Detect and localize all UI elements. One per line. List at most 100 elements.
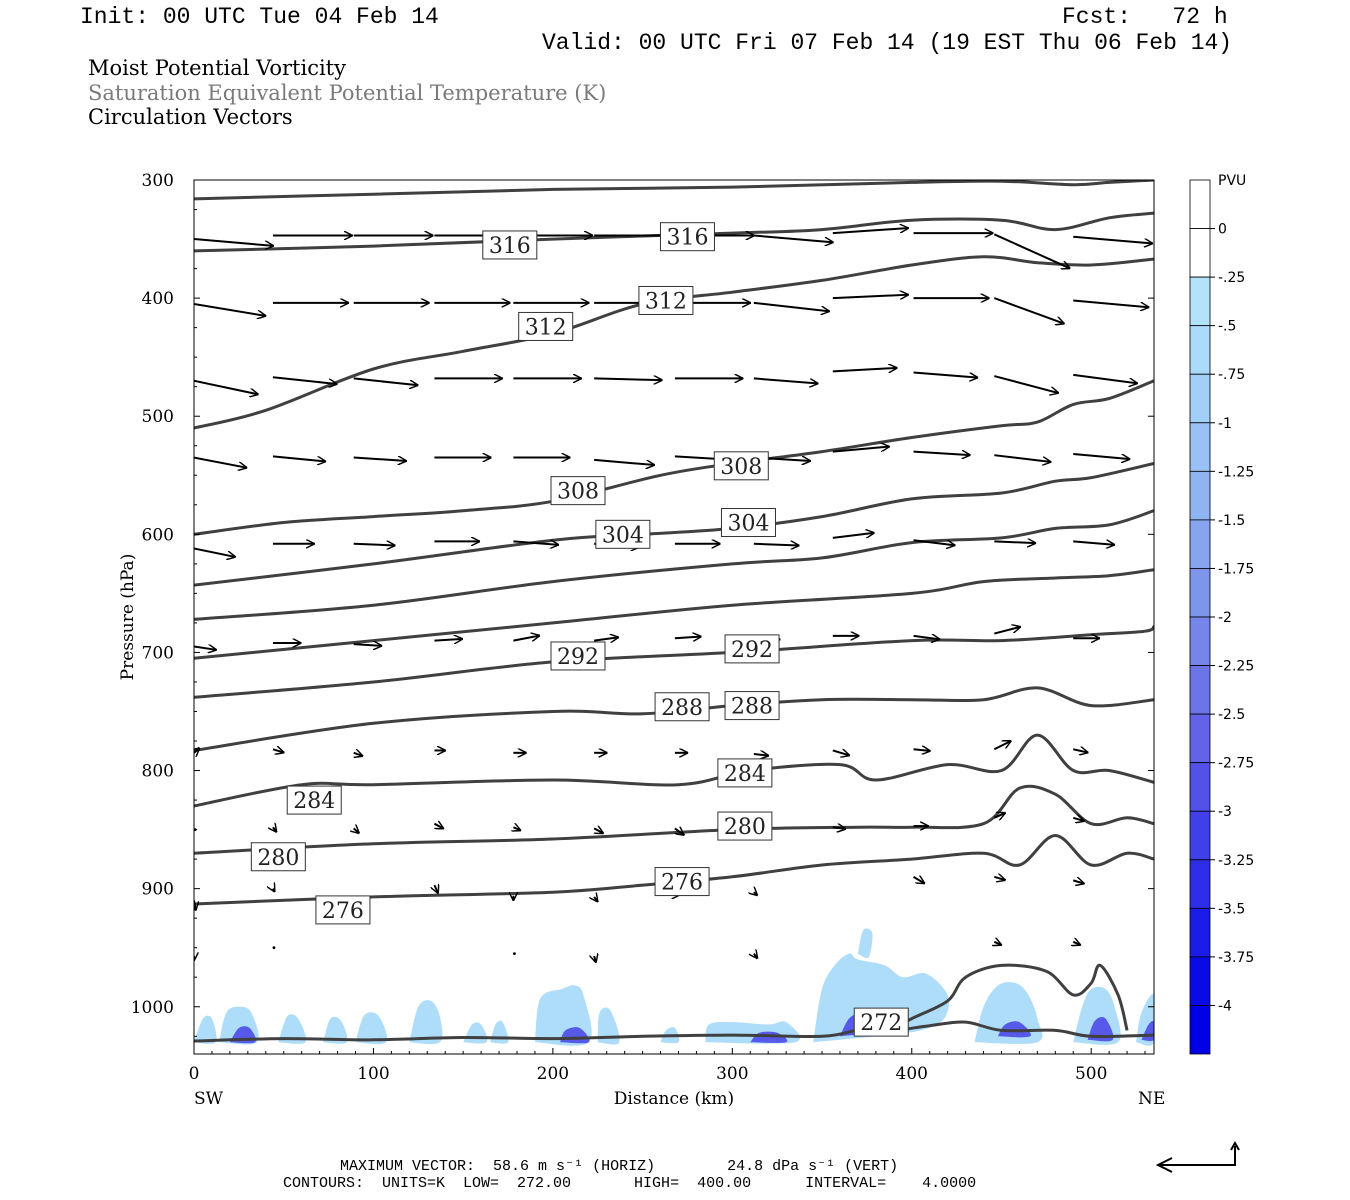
colorbar-label-10: -2.5	[1218, 707, 1245, 723]
vector-0	[194, 238, 274, 246]
colorbar-label-4: -1	[1218, 416, 1232, 432]
title-mpv: Moist Potential Vorticity	[88, 56, 346, 80]
vector-64	[513, 635, 540, 640]
pv-patch-0	[194, 1015, 217, 1044]
contour-272-12	[884, 963, 1129, 1035]
vector-45	[913, 452, 971, 455]
vector-103	[913, 877, 925, 885]
valid-time: Valid: 00 UTC Fri 07 Feb 14 (19 EST Thu …	[542, 30, 1233, 56]
pv-patch-7	[490, 1020, 509, 1044]
y-tick-label-400: 400	[142, 289, 174, 309]
vector-81	[913, 749, 931, 751]
vector-20	[832, 295, 909, 298]
colorbar-label-11: -2.75	[1218, 756, 1254, 772]
init-time: Init: 00 UTC Tue 04 Feb 14	[80, 4, 439, 30]
contour-304-4	[194, 462, 1154, 587]
contour-284-9	[194, 733, 1154, 808]
colorbar-swatch-7	[1189, 519, 1211, 569]
colorbar-swatch-0	[1189, 179, 1211, 229]
vector-59	[1073, 541, 1115, 544]
contour-label-box-13	[717, 758, 773, 788]
vector-23	[1073, 299, 1149, 307]
colorbar-swatch-12	[1189, 762, 1211, 812]
contour-label-14: 280	[257, 846, 299, 871]
vector-107	[272, 946, 276, 950]
vector-7	[753, 234, 834, 243]
vector-98	[434, 885, 438, 894]
contour-label-4: 308	[557, 480, 599, 505]
vector-34	[994, 375, 1059, 393]
colorbar-unit: PVU	[1218, 173, 1246, 189]
x-axis-label: Distance (km)	[614, 1089, 734, 1109]
circulation-vectors	[194, 228, 1153, 963]
vector-60	[194, 647, 217, 650]
contour-label-12: 284	[293, 789, 335, 814]
y-tick-label-900: 900	[142, 880, 174, 900]
contour-label-11: 288	[731, 695, 773, 720]
contour-label-13: 284	[724, 762, 766, 787]
contour-label-9: 292	[731, 638, 773, 663]
vector-72	[194, 748, 200, 753]
contour-label-box-16	[315, 895, 371, 925]
contour-label-10: 288	[661, 696, 703, 721]
contour-label-box-14	[250, 842, 306, 872]
contour-292-7	[194, 625, 1154, 699]
x-tick-label-300: 300	[716, 1064, 748, 1084]
contour-label-box-15	[717, 811, 773, 841]
pv-patch-4	[355, 1012, 388, 1045]
colorbar-swatch-17	[1189, 1005, 1211, 1055]
colorbar-swatch-16	[1189, 956, 1211, 1006]
colorbar-label-1: -.25	[1218, 270, 1245, 286]
contour-label-box-9	[724, 634, 780, 664]
contour-316-0	[194, 180, 1154, 201]
vector-57	[913, 539, 956, 545]
vector-90	[674, 828, 685, 835]
contour-label-box-12	[286, 785, 342, 815]
colorbar-swatch-3	[1189, 325, 1211, 375]
x-tick-label-400: 400	[896, 1064, 928, 1084]
axes: 300 400 500 600 700 800 900 1000 0 100 200 300 400 50…	[131, 171, 1154, 1084]
vector-66	[674, 637, 702, 639]
vector-52	[513, 541, 559, 544]
colorbar-label-3: -.75	[1218, 367, 1245, 383]
title-theta-es: Saturation Equivalent Potential Temperat…	[88, 81, 607, 105]
vector-56	[832, 533, 875, 539]
contour-label-box-5	[713, 451, 769, 481]
vector-11	[1073, 235, 1153, 244]
vector-108	[513, 952, 516, 956]
x-tick-label-200: 200	[537, 1064, 569, 1084]
contour-label-box-1	[659, 222, 715, 252]
colorbar-label-16: -4	[1218, 998, 1232, 1014]
vector-8	[832, 228, 909, 235]
vector-12	[194, 303, 266, 316]
contour-272-13	[194, 1020, 1154, 1043]
contour-label-3: 312	[645, 289, 687, 314]
forecast-hour: Fcst: 72 h	[1062, 4, 1228, 30]
vector-112	[1073, 942, 1081, 945]
vector-48	[194, 547, 236, 557]
title-circulation: Circulation Vectors	[88, 105, 293, 129]
vector-82	[993, 739, 1011, 751]
colorbar-swatch-1	[1189, 228, 1211, 278]
vector-41	[594, 458, 655, 465]
vector-100	[594, 897, 598, 902]
y-tick-label-1000: 1000	[131, 998, 174, 1018]
colorbar-swatch-6	[1189, 470, 1211, 521]
colorbar-label-2: -.5	[1218, 319, 1236, 335]
colorbar-label-15: -3.75	[1218, 950, 1254, 966]
contour-label-15: 280	[724, 815, 766, 840]
colorbar-swatch-2	[1189, 276, 1211, 327]
reference-vector-icon	[1155, 1140, 1240, 1173]
contour-label-7: 304	[727, 512, 769, 537]
vector-47	[1073, 453, 1130, 459]
contour-label-box-7	[720, 508, 776, 538]
vector-85	[273, 827, 277, 832]
contour-label-box-8	[550, 641, 606, 671]
vector-36	[194, 456, 247, 468]
colorbar-label-5: -1.25	[1218, 464, 1254, 480]
contour-label-box-11	[724, 691, 780, 721]
contour-label-box-17	[654, 867, 710, 897]
plot-frame	[193, 179, 1155, 1055]
vector-44	[832, 447, 890, 453]
